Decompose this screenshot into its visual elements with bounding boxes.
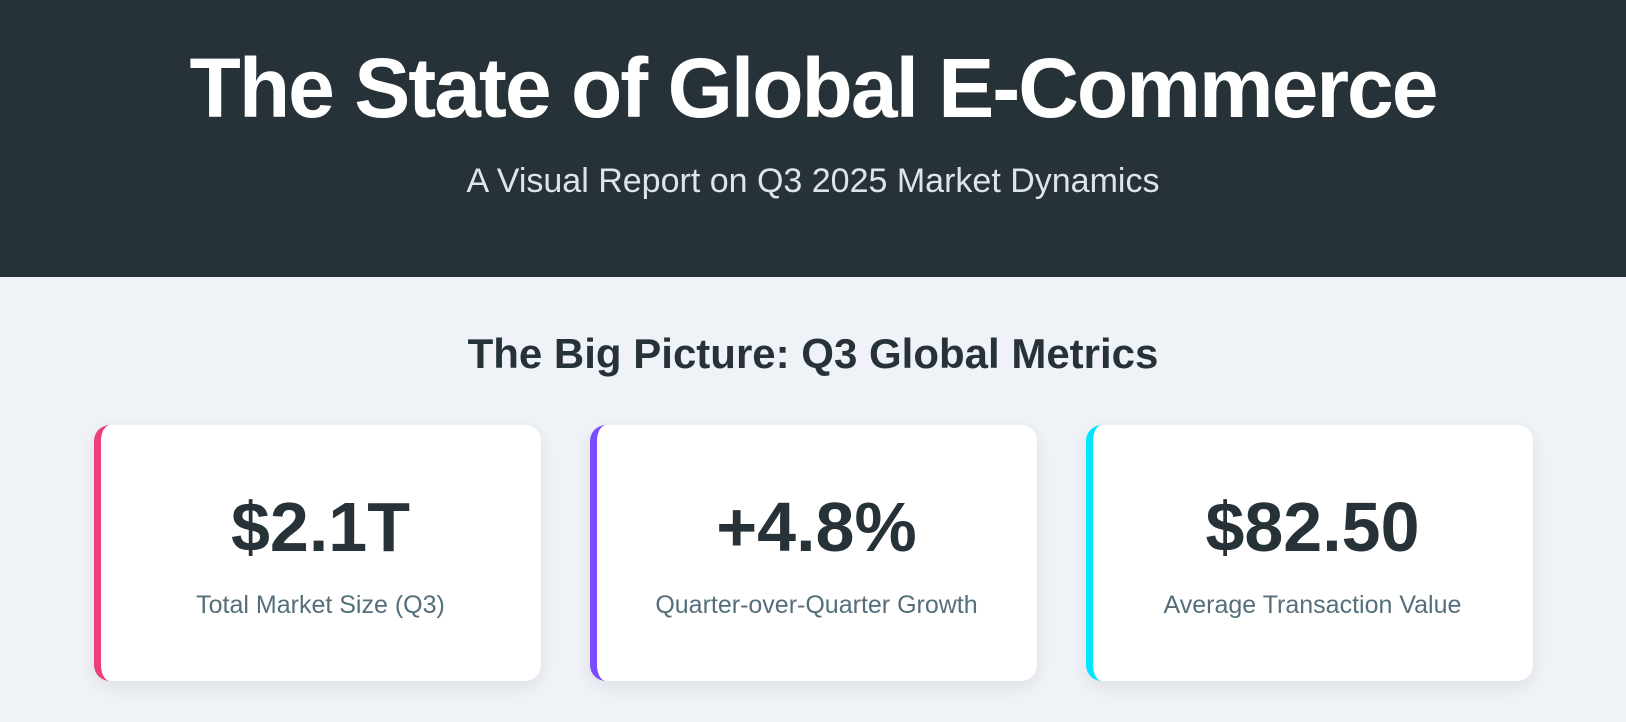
page-subtitle: A Visual Report on Q3 2025 Market Dynami… bbox=[466, 162, 1160, 200]
metric-card: +4.8% Quarter-over-Quarter Growth bbox=[589, 425, 1037, 681]
metric-label: Total Market Size (Q3) bbox=[196, 590, 445, 619]
metric-label: Quarter-over-Quarter Growth bbox=[655, 590, 978, 619]
card-row: $2.1T Total Market Size (Q3) +4.8% Quarter-… bbox=[0, 425, 1626, 681]
page-title: The State of Global E-Commerce bbox=[189, 41, 1439, 135]
metrics-section: The Big Picture: Q3 Global Metrics $2.1T… bbox=[0, 277, 1626, 681]
metric-card: $82.50 Average Transaction Value bbox=[1085, 425, 1533, 681]
metric-value: $2.1T bbox=[231, 487, 410, 566]
metric-card: $2.1T Total Market Size (Q3) bbox=[93, 425, 541, 681]
metric-value: +4.8% bbox=[716, 487, 917, 566]
metric-value: $82.50 bbox=[1205, 487, 1420, 566]
metric-label: Average Transaction Value bbox=[1163, 590, 1462, 619]
section-title: The Big Picture: Q3 Global Metrics bbox=[467, 330, 1159, 377]
header: The State of Global E-Commerce A Visual … bbox=[0, 0, 1626, 277]
